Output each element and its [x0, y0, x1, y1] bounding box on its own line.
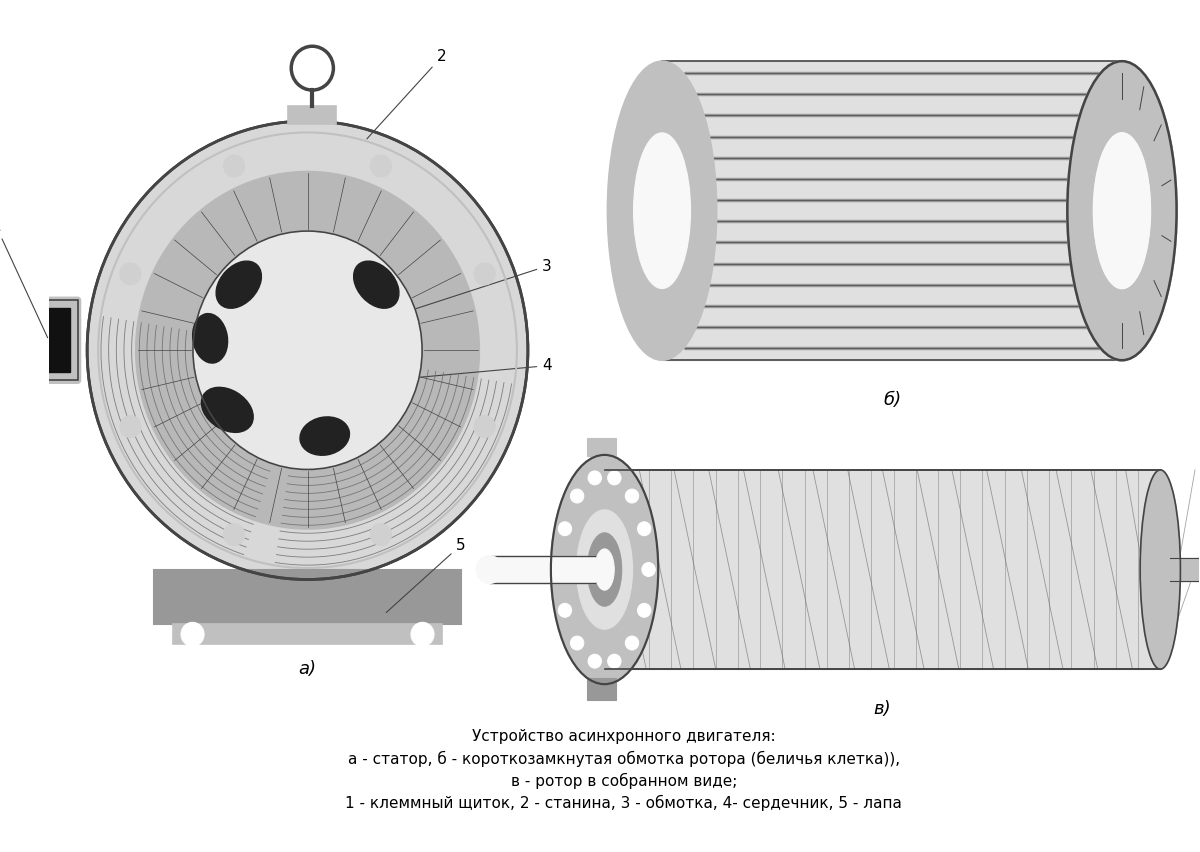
Bar: [155, 569, 461, 625]
Bar: [173, 625, 442, 644]
Circle shape: [223, 155, 245, 177]
Text: б): б): [883, 391, 901, 409]
Ellipse shape: [1067, 61, 1176, 360]
Ellipse shape: [1067, 61, 1176, 360]
Ellipse shape: [1093, 133, 1151, 289]
Bar: [662, 61, 1122, 360]
Circle shape: [474, 263, 496, 285]
Ellipse shape: [551, 455, 659, 684]
Text: 1 - клеммный щиток, 2 - станина, 3 - обмотка, 4- сердечник, 5 - лапа: 1 - клеммный щиток, 2 - станина, 3 - обм…: [346, 795, 902, 811]
Bar: [20, 301, 78, 380]
Ellipse shape: [253, 144, 323, 556]
Circle shape: [637, 603, 650, 618]
Circle shape: [371, 523, 391, 545]
Bar: [587, 438, 616, 456]
Circle shape: [371, 155, 391, 177]
Ellipse shape: [607, 61, 716, 360]
Text: 5: 5: [386, 538, 466, 613]
Ellipse shape: [1093, 133, 1151, 289]
Circle shape: [88, 121, 528, 579]
Ellipse shape: [234, 144, 304, 556]
Bar: [1170, 557, 1200, 582]
Circle shape: [474, 416, 496, 438]
Circle shape: [476, 556, 503, 584]
Circle shape: [607, 471, 622, 485]
FancyBboxPatch shape: [17, 297, 80, 383]
Text: в - ротор в собранном виде;: в - ротор в собранном виде;: [510, 773, 737, 789]
Ellipse shape: [634, 133, 690, 289]
Bar: [605, 469, 1160, 669]
Circle shape: [193, 231, 422, 469]
Circle shape: [642, 562, 655, 577]
Ellipse shape: [202, 388, 253, 432]
Bar: [28, 308, 70, 372]
Ellipse shape: [203, 144, 302, 556]
Circle shape: [588, 471, 601, 485]
Bar: [288, 106, 336, 124]
Bar: [490, 556, 595, 584]
Ellipse shape: [216, 261, 262, 308]
Text: 4: 4: [390, 358, 552, 380]
Ellipse shape: [595, 549, 614, 590]
Text: 2: 2: [367, 49, 446, 139]
Circle shape: [120, 416, 140, 438]
Ellipse shape: [1140, 469, 1181, 669]
Circle shape: [588, 654, 601, 668]
Text: а - статор, б - короткозамкнутая обмотка ротора (беличья клетка)),: а - статор, б - короткозамкнутая обмотка…: [348, 751, 900, 767]
Ellipse shape: [193, 314, 228, 363]
Circle shape: [412, 622, 434, 647]
Ellipse shape: [220, 144, 289, 556]
Circle shape: [637, 521, 650, 536]
Ellipse shape: [300, 417, 349, 455]
Circle shape: [625, 489, 638, 503]
Circle shape: [181, 622, 204, 647]
Bar: [587, 678, 616, 700]
Circle shape: [570, 489, 584, 503]
Ellipse shape: [577, 510, 632, 629]
Text: Устройство асинхронного двигателя:: Устройство асинхронного двигателя:: [472, 729, 775, 744]
Circle shape: [136, 171, 480, 529]
Ellipse shape: [587, 532, 622, 607]
Text: а): а): [299, 660, 317, 678]
Text: в): в): [874, 700, 892, 718]
Circle shape: [607, 654, 622, 668]
Text: 3: 3: [413, 258, 552, 309]
Ellipse shape: [354, 261, 398, 308]
Circle shape: [223, 523, 245, 545]
Circle shape: [625, 636, 638, 650]
Circle shape: [558, 603, 571, 618]
Circle shape: [554, 562, 568, 577]
Text: 1: 1: [0, 219, 48, 337]
Circle shape: [570, 636, 584, 650]
Circle shape: [558, 521, 571, 536]
Circle shape: [120, 263, 140, 285]
